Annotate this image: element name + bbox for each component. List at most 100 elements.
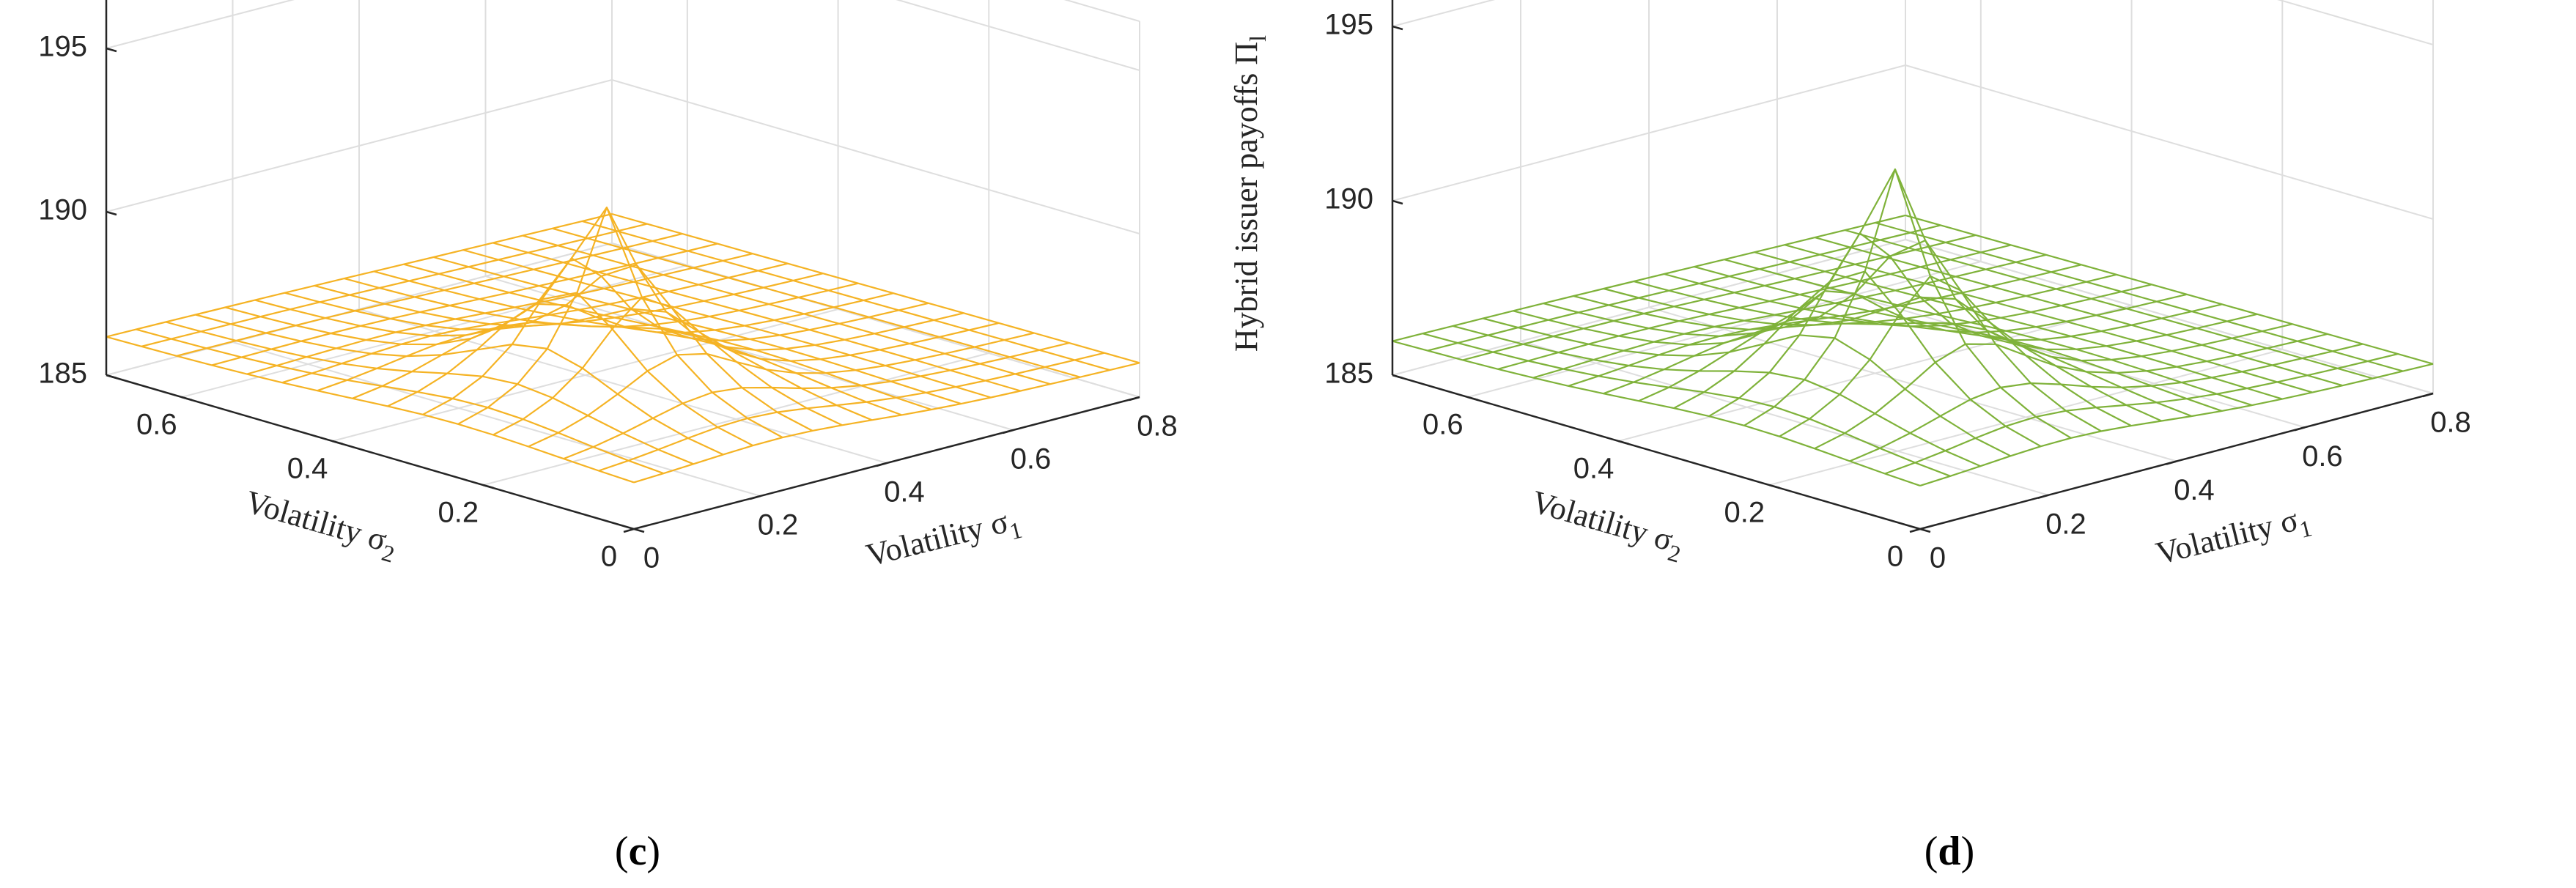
mesh-line-y <box>1568 264 2082 387</box>
mesh-line-x <box>403 263 932 411</box>
y-tick-mark <box>633 528 645 533</box>
mesh-line-y <box>492 296 1000 436</box>
box-edge <box>1063 0 1140 23</box>
y-axis-title: Volatility σ2 <box>1526 484 1688 568</box>
floor-gridline-y <box>1467 261 1982 398</box>
floor-gridline-y <box>1618 305 2132 442</box>
box-edge <box>611 243 1140 398</box>
mesh-line-y <box>106 212 613 338</box>
x-tick-mark <box>2294 426 2306 432</box>
backwall-gridline-z <box>1392 0 1496 27</box>
mesh-line-y <box>387 292 894 407</box>
mesh-line-y <box>1849 343 2363 462</box>
sidewall-gridline-z <box>2277 0 2434 45</box>
panel-label: (d) <box>1924 829 1974 874</box>
x-axis-title-subscript: 1 <box>1007 517 1025 545</box>
z-axis-title-main: Hybrid issuer payoffs Π <box>1228 42 1264 352</box>
panel-label-open: ( <box>615 829 629 874</box>
mesh-line-x <box>1573 240 2102 432</box>
mesh-line-y <box>598 352 1105 472</box>
sidewall-gridline-z <box>1905 64 2434 220</box>
x-tick-mark <box>1129 396 1140 402</box>
mesh-line-x <box>1754 251 2283 400</box>
axes: 0 0.2 0.4 0.6 0.8 0 0.2 0.4 0.6 185 190 195 <box>38 0 1178 574</box>
y-axis-title: Volatility σ2 <box>240 484 402 568</box>
y-tick-mark <box>1618 440 1629 445</box>
z-tick-mark <box>106 47 117 53</box>
mesh-line-x <box>195 314 724 456</box>
mesh-line-x <box>1453 325 1981 467</box>
floor-gridline-y <box>1769 349 2283 486</box>
surface-mesh <box>106 207 1140 484</box>
mesh-line-x <box>1483 317 2011 457</box>
x-tick-mark <box>876 462 887 467</box>
mesh-line-x <box>1815 237 2343 387</box>
mesh-line-x <box>552 227 1081 378</box>
mesh-line-y <box>633 362 1140 484</box>
mesh-line-x <box>1845 229 2373 380</box>
y-tick-mark <box>482 484 494 489</box>
mesh-line-y <box>246 253 753 375</box>
x-tick-label: 0.6 <box>2302 440 2343 473</box>
x-tick-label: 0.6 <box>1011 443 1052 476</box>
z-tick-label: 195 <box>38 31 87 63</box>
floor-gridline-y <box>332 308 838 442</box>
y-axis-line <box>1392 374 1921 530</box>
z-tick-label: 185 <box>38 358 87 390</box>
x-tick-label: 0.2 <box>2045 508 2086 540</box>
mesh-line-y <box>1919 363 2434 486</box>
mesh-line-x <box>1875 221 2404 372</box>
y-tick-label: 0 <box>1887 541 1903 573</box>
x-tick-label: 0 <box>643 542 660 574</box>
x-tick-label: 0.2 <box>758 509 799 541</box>
mesh-line-x <box>492 242 1021 392</box>
y-tick-mark <box>332 440 343 445</box>
y-tick-label: 0 <box>601 541 617 573</box>
z-tick-label: 185 <box>1324 358 1373 390</box>
z-tick-mark <box>106 210 117 216</box>
mesh-line-x <box>1634 280 2162 422</box>
mesh-line-y <box>211 243 718 366</box>
mesh-line-y <box>1497 244 2012 370</box>
mesh-line-x <box>522 234 1051 385</box>
y-tick-mark <box>1768 484 1780 489</box>
y-tick-label: 0.2 <box>1724 497 1765 529</box>
x-tick-mark <box>750 495 761 500</box>
y-tick-mark <box>181 396 193 402</box>
y-tick-label: 0.4 <box>1573 453 1614 485</box>
mesh-line-y <box>563 342 1070 460</box>
mesh-line-x <box>1422 333 1951 477</box>
mesh-line-x <box>1392 340 1921 486</box>
y-tick-label: 0.6 <box>136 409 177 441</box>
z-axis-title-subscript: l <box>1244 35 1271 42</box>
mesh-line-x <box>611 212 1140 364</box>
x-tick-mark <box>2037 494 2049 499</box>
mesh-line-x <box>1543 168 2072 439</box>
sidewall-gridline-z <box>611 79 1140 234</box>
mesh-line-x <box>433 256 962 405</box>
mesh-line-y <box>422 257 929 415</box>
sidewall-gridline-z <box>896 0 1140 71</box>
y-axis-line <box>106 374 635 530</box>
x-axis-title-main: Volatility σ <box>863 503 1012 573</box>
x-tick-mark <box>623 528 635 533</box>
mesh-line-y <box>352 282 859 399</box>
floor-gridline-x <box>358 308 887 464</box>
x-tick-mark <box>1909 528 1921 533</box>
mesh-line-y <box>1708 232 2223 418</box>
panel-c: 0 0.2 0.4 0.6 0.8 0 0.2 0.4 0.6 185 190 195 Volatili… <box>38 0 1178 874</box>
x-tick-mark <box>2422 392 2434 398</box>
backwall-gridline-z <box>1392 64 1906 201</box>
mesh-line-y <box>1603 273 2117 395</box>
z-tick-mark <box>1392 199 1403 205</box>
z-tick-label: 190 <box>38 194 87 226</box>
z-axis-title: Hybrid issuer payoffs Πl <box>1228 35 1271 352</box>
x-tick-label: 0.8 <box>1137 410 1178 443</box>
mesh-line-x <box>462 249 992 399</box>
mesh-line-x <box>1905 214 2434 365</box>
z-tick-mark <box>1392 25 1403 31</box>
panel-label-close: ) <box>1961 829 1975 874</box>
panel-label-letter: d <box>1938 829 1960 874</box>
panel-label-letter: c <box>629 829 647 874</box>
